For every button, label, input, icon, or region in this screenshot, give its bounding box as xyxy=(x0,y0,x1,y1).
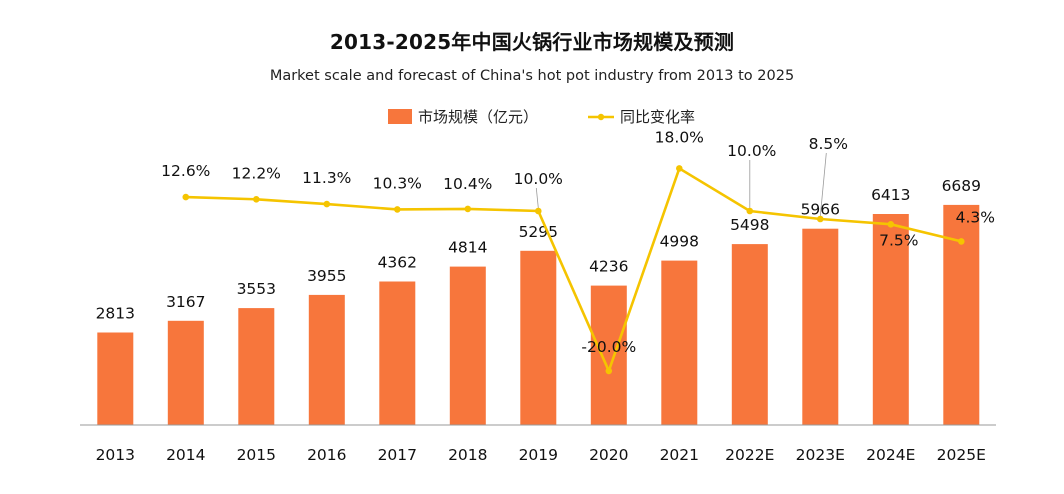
legend-bar-swatch xyxy=(388,109,412,124)
legend-line-marker xyxy=(597,113,605,121)
bar-2013 xyxy=(97,332,134,425)
line-value-label: 8.5% xyxy=(809,135,848,153)
chart-title: 2013-2025年中国火锅行业市场规模及预测 xyxy=(329,30,735,54)
bar-value-label: 4236 xyxy=(589,258,628,276)
line-point-2022E xyxy=(746,207,754,215)
line-value-label: 18.0% xyxy=(655,128,704,146)
bar-value-label: 3553 xyxy=(237,280,276,298)
bar-value-label: 2813 xyxy=(96,305,135,323)
x-tick-label: 2021 xyxy=(660,446,699,464)
bar-value-label: 5966 xyxy=(801,201,840,219)
x-tick-label: 2024E xyxy=(866,446,915,464)
x-tick-label: 2016 xyxy=(307,446,346,464)
line-value-label: -20.0% xyxy=(581,338,636,356)
x-tick-label: 2017 xyxy=(378,446,417,464)
bar-2018 xyxy=(449,266,486,425)
line-point-2020 xyxy=(605,367,613,375)
line-value-label: 12.6% xyxy=(161,162,210,180)
bar-2014 xyxy=(167,320,204,425)
bar-value-label: 4998 xyxy=(660,233,699,251)
line-point-2023E xyxy=(817,215,824,223)
bar-value-label: 3167 xyxy=(166,293,205,311)
line-value-label: 10.3% xyxy=(373,174,422,192)
bar-2017 xyxy=(379,281,416,425)
line-point-2018 xyxy=(464,205,472,213)
bar-value-label: 6413 xyxy=(871,186,910,204)
line-point-2025E xyxy=(958,238,965,245)
bar-2022E xyxy=(731,244,768,425)
legend-bar-label: 市场规模（亿元） xyxy=(418,108,538,126)
bar-value-label: 4814 xyxy=(448,239,487,257)
x-tick-label: 2018 xyxy=(448,446,487,464)
x-tick-label: 2015 xyxy=(237,446,276,464)
x-tick-label: 2025E xyxy=(937,446,986,464)
leader-line xyxy=(535,187,539,209)
bar-2021 xyxy=(661,260,698,425)
line-growth-rate xyxy=(185,166,962,375)
bar-2015 xyxy=(238,308,275,425)
legend-line-label: 同比变化率 xyxy=(620,108,695,126)
line-value-label: 12.2% xyxy=(232,164,281,182)
line-value-label: 7.5% xyxy=(879,231,918,249)
line-value-label: 10.0% xyxy=(514,170,563,188)
line-point-2021 xyxy=(676,165,683,172)
bar-2024E xyxy=(872,214,909,425)
bar-value-label: 5498 xyxy=(730,216,769,234)
line-point-2017 xyxy=(394,206,401,213)
bar-value-label: 3955 xyxy=(307,267,346,285)
bar-value-label: 6689 xyxy=(942,177,981,195)
line-point-2016 xyxy=(323,200,331,208)
x-tick-label: 2013 xyxy=(96,446,135,464)
x-tick-label: 2019 xyxy=(519,446,558,464)
line-point-2019 xyxy=(535,207,542,215)
x-tick-label: 2022E xyxy=(725,446,774,464)
line-value-label: 10.4% xyxy=(443,175,492,193)
bar-2019 xyxy=(520,250,557,425)
line-point-2014 xyxy=(182,193,190,201)
bar-2016 xyxy=(308,294,345,425)
line-value-label: 10.0% xyxy=(727,142,776,160)
line-point-2024E xyxy=(887,221,895,228)
bar-2020 xyxy=(590,285,627,425)
x-tick-label: 2020 xyxy=(589,446,628,464)
bar-value-label: 4362 xyxy=(378,254,417,272)
legend: 市场规模（亿元） 同比变化率 xyxy=(388,108,695,126)
bar-2023E xyxy=(802,228,839,425)
line-value-label: 4.3% xyxy=(956,208,995,226)
bar-value-label: 5295 xyxy=(519,223,558,241)
leader-line xyxy=(819,152,827,217)
line-value-label: 11.3% xyxy=(302,169,351,187)
chart-subtitle: Market scale and forecast of China's hot… xyxy=(269,68,795,84)
x-tick-label: 2014 xyxy=(166,446,205,464)
line-point-2015 xyxy=(252,196,260,203)
x-tick-label: 2023E xyxy=(796,446,845,464)
